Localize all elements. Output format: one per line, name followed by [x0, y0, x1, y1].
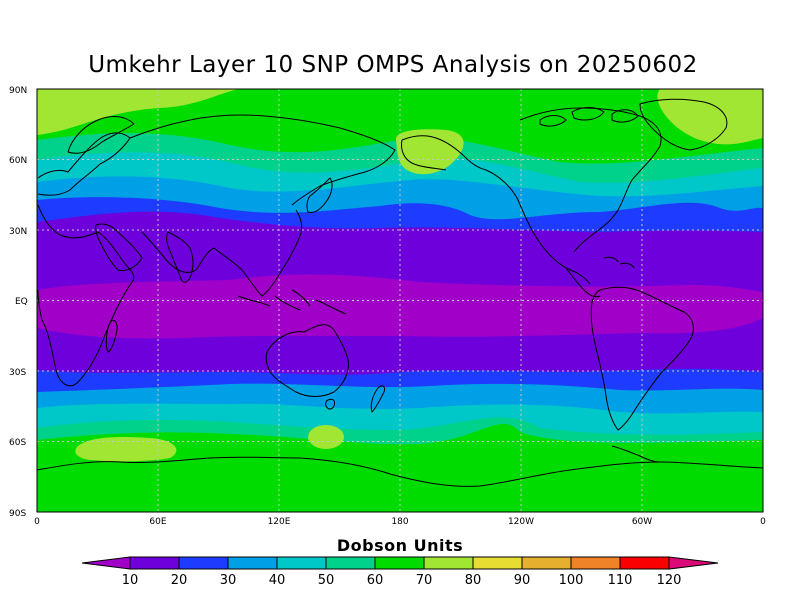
band-60-70-south: [37, 424, 763, 512]
colorbar: 10 20 30 40 50 60 70 80 90 100 110 120: [81, 556, 719, 588]
lon-label-0-right: 0: [760, 517, 766, 527]
coastline-arabia: [95, 223, 143, 271]
colorbar-high-arrow: [668, 556, 719, 570]
lat-label-90s: 90S: [9, 509, 26, 519]
max-north-atlantic: [657, 89, 763, 145]
max-north-pole-region: [37, 89, 240, 135]
lon-label-120w: 120W: [508, 517, 534, 527]
colorbar-low-arrow: [81, 556, 131, 570]
lat-label-60n: 60N: [9, 156, 27, 166]
lat-label-30n: 30N: [9, 227, 27, 237]
coastline-caribbean: [603, 256, 635, 269]
coastline-asia-south: [141, 209, 303, 297]
max-south-atlantic: [75, 436, 177, 462]
coastline-south-america: [590, 286, 694, 431]
lat-label-90n: 90N: [9, 86, 27, 96]
coastline-antarctic-peninsula: [611, 445, 661, 463]
lat-label-eq: EQ: [15, 297, 28, 307]
coastline-new-zealand: [370, 385, 385, 413]
colorbar-tick-label: 50: [318, 573, 335, 588]
lon-label-0-left: 0: [34, 517, 40, 527]
colorbar-tick-label: 30: [220, 573, 237, 588]
coastline-antarctica: [37, 456, 763, 487]
coastline-india: [166, 231, 194, 283]
coastline-maritime: [237, 289, 347, 315]
band-10-20-equatorial: [37, 274, 763, 339]
colorbar-tick-label: 110: [608, 573, 633, 588]
colorbar-tick-label: 60: [367, 573, 384, 588]
lon-axis: 0 60E 120E 180 120W 60W 0: [34, 517, 766, 527]
colorbar-swatch: [521, 556, 572, 570]
colorbar-swatch: [374, 556, 425, 570]
coastline-africa: [37, 204, 135, 387]
colorbar-swatch: [178, 556, 229, 570]
coastline-alaska: [401, 135, 487, 171]
lat-label-30s: 30S: [9, 368, 26, 378]
colorbar-swatch: [276, 556, 327, 570]
coastline-madagascar: [105, 319, 118, 353]
coastline-tasmania: [325, 398, 335, 410]
coastline-australia: [265, 324, 349, 397]
colorbar-tick-label: 80: [465, 573, 482, 588]
graticule: [37, 89, 763, 512]
colorbar-tick-label: 70: [416, 573, 433, 588]
map-frame: [36, 88, 764, 513]
coastline-central-america: [565, 267, 601, 298]
colorbar-swatch: [423, 556, 474, 570]
lon-label-120e: 120E: [268, 517, 291, 527]
ozone-field: [37, 89, 763, 512]
colorbar-title: Dobson Units: [336, 536, 464, 555]
coastline-arctic-islands: [539, 107, 639, 127]
lon-label-180: 180: [391, 517, 408, 527]
colorbar-tick-label: 20: [171, 573, 188, 588]
colorbar-swatch: [570, 556, 621, 570]
colorbar-swatch: [227, 556, 278, 570]
colorbar-tick-label: 90: [514, 573, 531, 588]
colorbar-swatch: [619, 556, 670, 570]
colorbar-tick-label: 40: [269, 573, 286, 588]
coastlines: [37, 98, 763, 487]
colorbar-tick-label: 120: [657, 573, 682, 588]
colorbar-swatch: [472, 556, 523, 570]
lon-label-60e: 60E: [149, 517, 166, 527]
map-title: Umkehr Layer 10 SNP OMPS Analysis on 202…: [88, 52, 698, 78]
coastline-japan: [306, 177, 333, 213]
colorbar-tick-label: 10: [122, 573, 139, 588]
coastline-scandinavia: [67, 116, 135, 154]
lat-axis: 90N 60N 30N EQ 30S 60S 90S: [9, 86, 28, 519]
colorbar-swatch: [129, 556, 180, 570]
lat-label-60s: 60S: [9, 438, 26, 448]
max-south-pacific: [308, 425, 344, 449]
lon-label-60w: 60W: [632, 517, 652, 527]
coastline-asia-north: [129, 114, 396, 206]
colorbar-swatch: [325, 556, 376, 570]
colorbar-tick-label: 100: [559, 573, 584, 588]
coastline-greenland: [639, 98, 728, 151]
